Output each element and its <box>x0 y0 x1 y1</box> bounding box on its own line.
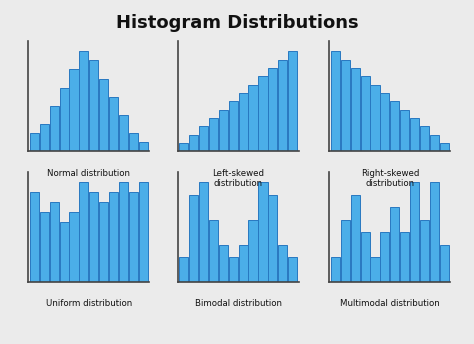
Bar <box>420 126 429 151</box>
Bar <box>410 182 419 282</box>
Bar <box>371 85 380 151</box>
Bar <box>288 51 297 151</box>
Bar <box>219 110 228 151</box>
Bar <box>199 126 208 151</box>
Bar <box>99 78 108 151</box>
Bar <box>268 194 277 282</box>
Text: Bimodal distribution: Bimodal distribution <box>195 299 282 308</box>
Bar <box>361 232 370 282</box>
Text: Multimodal distribution: Multimodal distribution <box>340 299 440 308</box>
Bar <box>79 182 89 282</box>
Bar <box>189 135 198 151</box>
Bar <box>179 257 188 282</box>
Bar <box>40 212 49 282</box>
Bar <box>30 133 39 151</box>
Bar <box>40 124 49 151</box>
Bar <box>341 60 350 151</box>
Bar <box>430 182 439 282</box>
Bar <box>380 93 390 151</box>
Bar <box>219 245 228 282</box>
Bar <box>209 219 218 282</box>
Bar <box>209 118 218 151</box>
Bar <box>60 88 69 151</box>
Bar <box>189 194 198 282</box>
Bar <box>278 60 287 151</box>
Bar <box>60 222 69 282</box>
Bar <box>351 68 360 151</box>
Bar <box>50 202 59 282</box>
Text: Uniform distribution: Uniform distribution <box>46 299 132 308</box>
Bar <box>129 192 138 282</box>
Bar <box>228 257 238 282</box>
Bar <box>238 245 248 282</box>
Bar <box>99 202 108 282</box>
Bar <box>288 257 297 282</box>
Text: Normal distribution: Normal distribution <box>47 169 130 178</box>
Bar <box>440 245 449 282</box>
Bar <box>341 219 350 282</box>
Bar <box>331 257 340 282</box>
Text: Histogram Distributions: Histogram Distributions <box>116 14 358 32</box>
Text: Right-skewed
distribution: Right-skewed distribution <box>361 169 419 188</box>
Bar <box>440 143 449 151</box>
Text: Left-skewed
distribution: Left-skewed distribution <box>212 169 264 188</box>
Bar <box>129 133 138 151</box>
Bar <box>268 68 277 151</box>
Bar <box>70 212 79 282</box>
Bar <box>119 115 128 151</box>
Bar <box>351 194 360 282</box>
Bar <box>139 142 148 151</box>
Bar <box>248 85 257 151</box>
Bar <box>79 51 89 151</box>
Bar <box>30 192 39 282</box>
Bar <box>258 76 267 151</box>
Bar <box>430 135 439 151</box>
Bar <box>238 93 248 151</box>
Bar <box>278 245 287 282</box>
Bar <box>371 257 380 282</box>
Bar <box>410 118 419 151</box>
Bar <box>228 101 238 151</box>
Bar <box>109 192 118 282</box>
Bar <box>119 182 128 282</box>
Bar <box>89 192 99 282</box>
Bar <box>89 61 99 151</box>
Bar <box>400 110 409 151</box>
Bar <box>258 182 267 282</box>
Bar <box>109 97 118 151</box>
Bar <box>390 101 400 151</box>
Bar <box>199 182 208 282</box>
Bar <box>331 51 340 151</box>
Bar <box>361 76 370 151</box>
Bar <box>400 232 409 282</box>
Bar <box>50 106 59 151</box>
Bar <box>380 232 390 282</box>
Bar <box>420 219 429 282</box>
Bar <box>248 219 257 282</box>
Bar <box>139 182 148 282</box>
Bar <box>70 69 79 151</box>
Bar <box>179 143 188 151</box>
Bar <box>390 207 400 282</box>
